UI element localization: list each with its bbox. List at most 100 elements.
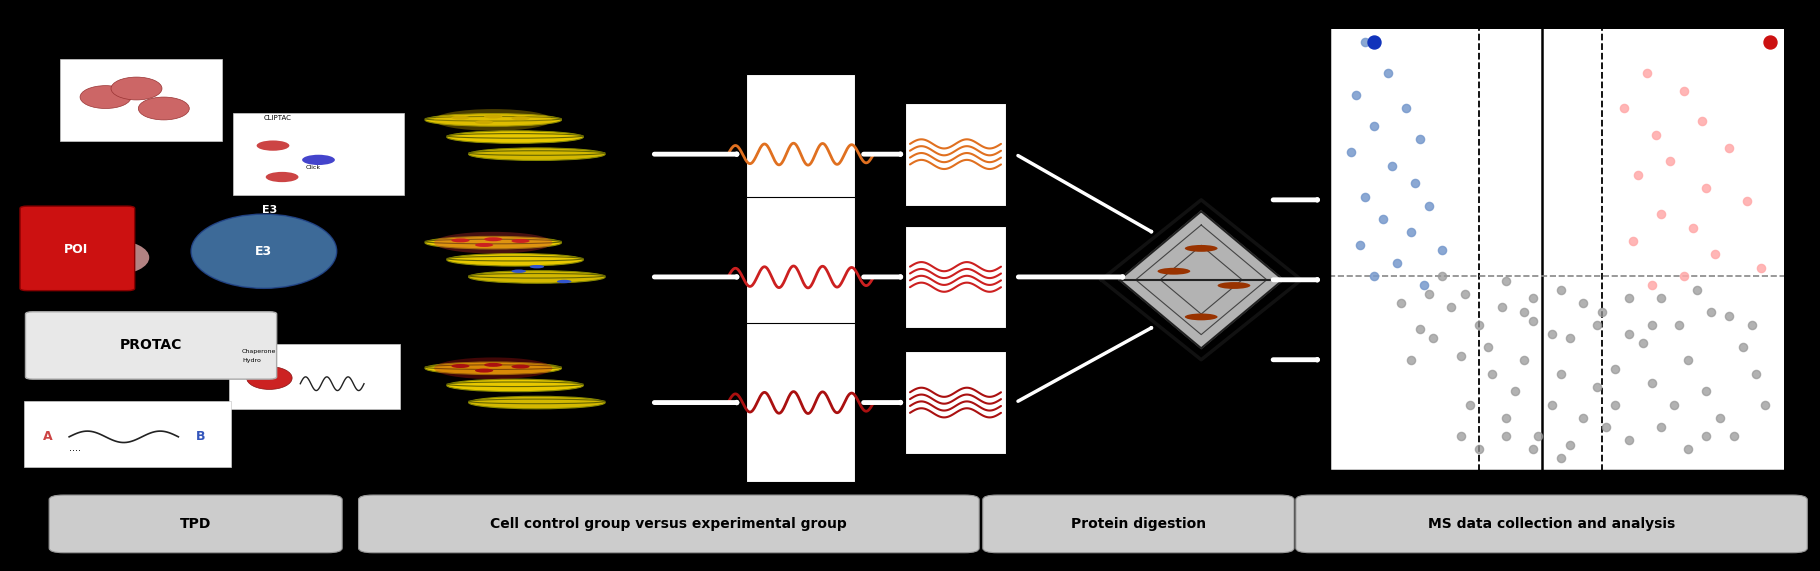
Point (1742, 369, 1771, 379)
Point (1409, 281, 1438, 290)
Point (1614, 294, 1643, 303)
Text: E3: E3 (255, 245, 273, 258)
Point (1463, 320, 1492, 329)
Point (1445, 352, 1474, 361)
Ellipse shape (470, 271, 604, 283)
Ellipse shape (248, 367, 291, 389)
Ellipse shape (1218, 282, 1250, 289)
Ellipse shape (484, 363, 502, 367)
Point (1369, 214, 1398, 223)
Point (1674, 356, 1704, 365)
FancyBboxPatch shape (906, 103, 1005, 206)
Ellipse shape (557, 280, 571, 283)
FancyBboxPatch shape (25, 312, 277, 379)
Point (1360, 122, 1389, 131)
Point (1451, 289, 1480, 299)
FancyBboxPatch shape (24, 401, 231, 467)
Ellipse shape (446, 379, 582, 392)
Point (1569, 298, 1598, 307)
Point (1554, 333, 1583, 343)
Point (1405, 135, 1434, 144)
Point (1638, 378, 1667, 387)
Point (1645, 294, 1674, 303)
Point (1656, 157, 1685, 166)
Point (1427, 272, 1456, 281)
Point (1618, 236, 1647, 246)
Point (1627, 338, 1656, 347)
Point (1414, 289, 1443, 299)
Ellipse shape (138, 97, 189, 120)
Polygon shape (1119, 211, 1283, 348)
Ellipse shape (470, 148, 604, 160)
Ellipse shape (446, 131, 582, 143)
Point (1518, 294, 1547, 303)
FancyBboxPatch shape (60, 59, 222, 141)
Point (1523, 431, 1552, 440)
Ellipse shape (433, 357, 551, 379)
Ellipse shape (451, 115, 470, 119)
Ellipse shape (257, 140, 289, 151)
Point (1660, 400, 1689, 409)
FancyBboxPatch shape (359, 495, 979, 553)
Point (1536, 329, 1565, 339)
Ellipse shape (511, 116, 530, 120)
Text: B: B (195, 431, 206, 443)
Point (1511, 356, 1540, 365)
Point (1360, 37, 1389, 46)
Point (1350, 37, 1380, 46)
Text: PROTAC: PROTAC (120, 339, 182, 352)
Point (1614, 329, 1643, 339)
Point (1405, 325, 1434, 334)
Point (1669, 272, 1698, 281)
Point (1693, 431, 1722, 440)
Point (1518, 316, 1547, 325)
Point (1623, 170, 1653, 179)
Point (1545, 285, 1574, 294)
Ellipse shape (424, 114, 561, 126)
Point (1727, 343, 1756, 352)
Point (1682, 285, 1711, 294)
FancyBboxPatch shape (49, 495, 342, 553)
Ellipse shape (511, 365, 530, 369)
Point (1582, 383, 1613, 392)
Point (1705, 413, 1734, 423)
Point (1700, 250, 1729, 259)
Text: Protein digestion: Protein digestion (1070, 517, 1207, 531)
Ellipse shape (475, 369, 493, 373)
Point (1693, 387, 1722, 396)
Point (1614, 436, 1643, 445)
Ellipse shape (433, 232, 551, 254)
Point (1396, 228, 1425, 237)
Point (1420, 333, 1449, 343)
Point (1678, 223, 1707, 232)
Ellipse shape (424, 236, 561, 249)
Point (1396, 356, 1425, 365)
Point (1687, 117, 1716, 126)
Point (1387, 298, 1416, 307)
Point (1545, 369, 1574, 379)
Point (1736, 320, 1765, 329)
Point (1751, 400, 1780, 409)
Text: POI: POI (64, 243, 89, 256)
Ellipse shape (424, 362, 561, 375)
FancyBboxPatch shape (906, 351, 1005, 454)
Point (1733, 196, 1762, 206)
FancyBboxPatch shape (1296, 495, 1807, 553)
Ellipse shape (433, 109, 551, 131)
Point (1414, 201, 1443, 210)
Ellipse shape (191, 214, 337, 288)
Point (1714, 143, 1744, 152)
Point (1645, 423, 1674, 432)
Ellipse shape (451, 239, 470, 242)
FancyBboxPatch shape (233, 113, 404, 195)
Ellipse shape (446, 254, 582, 266)
Point (1492, 413, 1522, 423)
Point (1591, 423, 1620, 432)
Point (1645, 210, 1674, 219)
Point (1587, 307, 1616, 316)
Text: ....: .... (69, 443, 82, 453)
Point (1372, 69, 1401, 78)
Text: A: A (42, 431, 53, 443)
Text: E3: E3 (262, 205, 277, 215)
Ellipse shape (1158, 268, 1190, 275)
